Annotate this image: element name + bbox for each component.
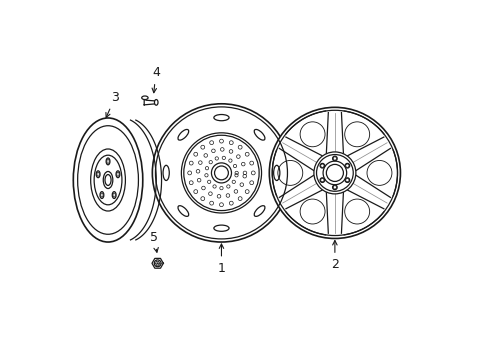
- Circle shape: [152, 104, 290, 242]
- Ellipse shape: [78, 126, 138, 234]
- Ellipse shape: [254, 130, 264, 140]
- Text: 4: 4: [152, 66, 160, 93]
- Ellipse shape: [154, 100, 158, 105]
- Ellipse shape: [178, 130, 188, 140]
- Circle shape: [269, 107, 400, 238]
- Circle shape: [320, 178, 324, 183]
- Ellipse shape: [273, 165, 279, 180]
- Circle shape: [320, 163, 324, 168]
- Ellipse shape: [163, 165, 169, 180]
- Circle shape: [345, 178, 349, 183]
- Circle shape: [332, 156, 337, 161]
- Text: 1: 1: [217, 244, 225, 275]
- Ellipse shape: [90, 149, 125, 211]
- Text: 2: 2: [330, 240, 338, 271]
- Circle shape: [332, 185, 337, 190]
- Ellipse shape: [96, 171, 100, 178]
- Ellipse shape: [103, 171, 113, 189]
- Circle shape: [154, 260, 161, 267]
- Ellipse shape: [213, 114, 228, 121]
- Circle shape: [345, 163, 349, 168]
- Ellipse shape: [254, 206, 264, 216]
- Ellipse shape: [213, 225, 228, 231]
- Ellipse shape: [73, 118, 142, 242]
- Ellipse shape: [112, 192, 116, 198]
- Circle shape: [181, 133, 261, 213]
- Text: 3: 3: [106, 91, 119, 117]
- Ellipse shape: [106, 158, 110, 165]
- Ellipse shape: [100, 192, 103, 198]
- Circle shape: [211, 163, 231, 183]
- Ellipse shape: [178, 206, 188, 216]
- Text: 5: 5: [150, 231, 158, 252]
- Ellipse shape: [116, 171, 120, 178]
- Circle shape: [313, 152, 355, 194]
- Circle shape: [323, 161, 346, 185]
- Ellipse shape: [142, 96, 148, 100]
